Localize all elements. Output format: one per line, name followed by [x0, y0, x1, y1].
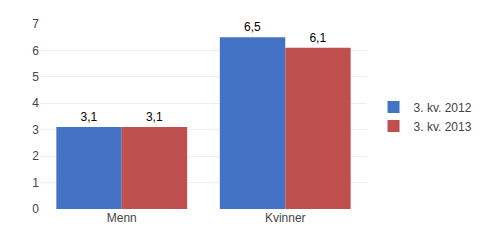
svg-text:6: 6 [32, 44, 39, 58]
svg-text:3. kv. 2013: 3. kv. 2013 [414, 120, 472, 134]
svg-text:6,5: 6,5 [244, 20, 261, 34]
svg-text:0: 0 [32, 202, 39, 216]
svg-text:4: 4 [32, 96, 39, 110]
svg-text:1: 1 [32, 176, 39, 190]
svg-text:3: 3 [32, 123, 39, 137]
svg-text:Kvinner: Kvinner [265, 211, 306, 225]
svg-text:6,1: 6,1 [309, 31, 326, 45]
svg-text:3,1: 3,1 [81, 110, 98, 124]
svg-text:2: 2 [32, 149, 39, 163]
svg-text:7: 7 [32, 17, 39, 31]
svg-text:3. kv. 2012: 3. kv. 2012 [414, 101, 472, 115]
svg-text:5: 5 [32, 70, 39, 84]
svg-text:Menn: Menn [107, 211, 137, 225]
svg-text:3,1: 3,1 [146, 110, 163, 124]
